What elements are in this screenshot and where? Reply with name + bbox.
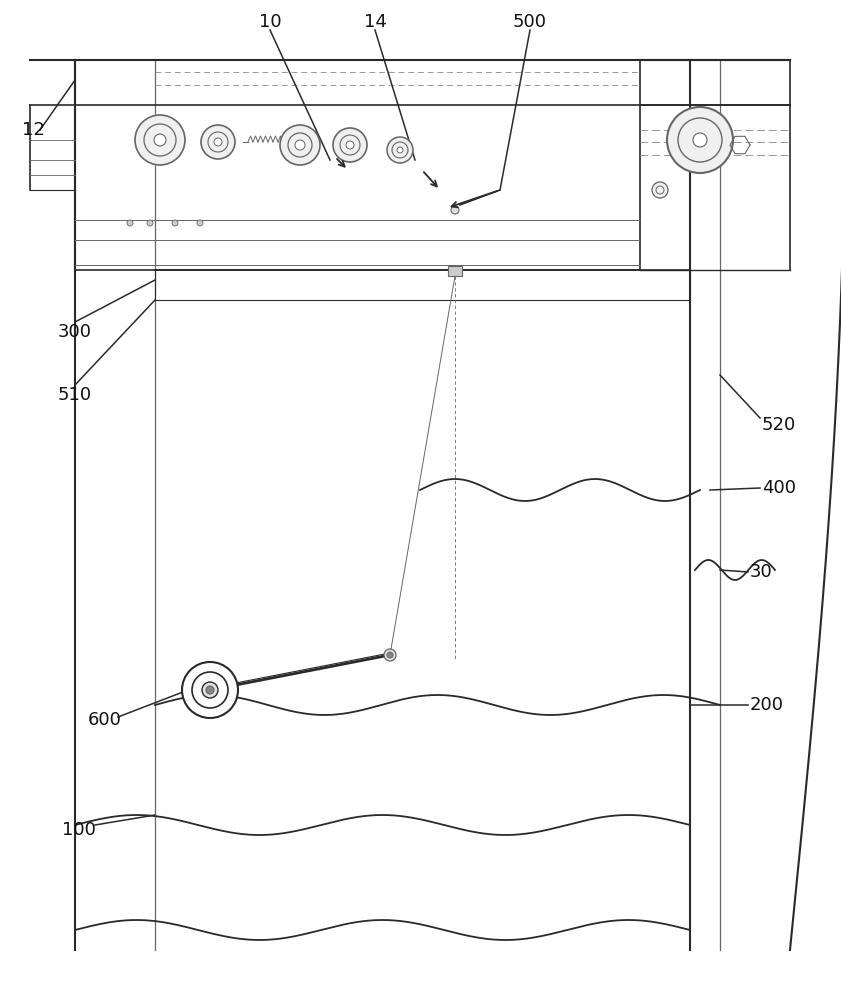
Text: 500: 500 <box>513 13 547 31</box>
Circle shape <box>387 652 393 658</box>
Circle shape <box>214 138 222 146</box>
Circle shape <box>397 147 403 153</box>
Text: 30: 30 <box>750 563 773 581</box>
Circle shape <box>333 128 367 162</box>
Circle shape <box>346 141 354 149</box>
Circle shape <box>135 115 185 165</box>
Text: 600: 600 <box>88 711 122 729</box>
Circle shape <box>387 137 413 163</box>
Circle shape <box>295 140 305 150</box>
Circle shape <box>667 107 733 173</box>
Circle shape <box>202 682 218 698</box>
Bar <box>448 266 462 276</box>
Circle shape <box>147 220 153 226</box>
Text: 510: 510 <box>58 386 92 404</box>
Text: 14: 14 <box>363 13 386 31</box>
Circle shape <box>182 662 238 718</box>
Text: 400: 400 <box>762 479 796 497</box>
Circle shape <box>154 134 166 146</box>
Text: 10: 10 <box>259 13 281 31</box>
Circle shape <box>127 220 133 226</box>
Text: 100: 100 <box>62 821 96 839</box>
Circle shape <box>280 125 320 165</box>
Circle shape <box>206 686 214 694</box>
Text: 300: 300 <box>58 323 92 341</box>
Circle shape <box>384 649 396 661</box>
Text: 200: 200 <box>750 696 784 714</box>
Circle shape <box>451 206 459 214</box>
Circle shape <box>197 220 203 226</box>
Circle shape <box>172 220 178 226</box>
Circle shape <box>652 182 668 198</box>
Circle shape <box>693 133 707 147</box>
Circle shape <box>201 125 235 159</box>
Text: 12: 12 <box>22 121 45 139</box>
Text: 520: 520 <box>762 416 796 434</box>
